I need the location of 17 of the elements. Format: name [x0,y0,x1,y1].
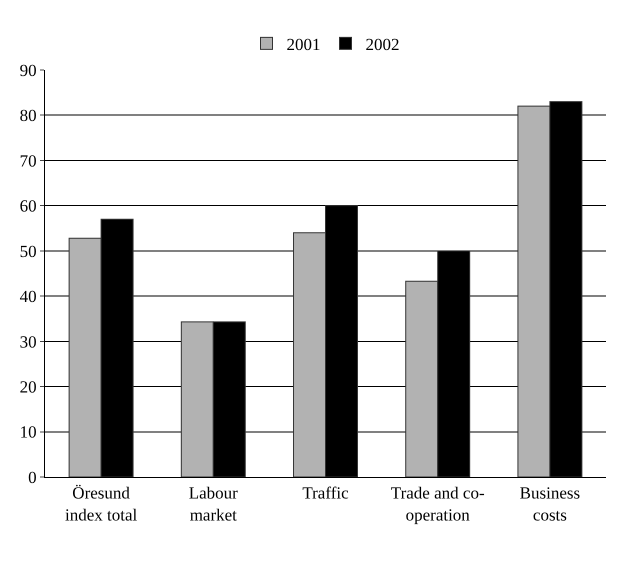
y-tick-label: 80 [20,106,37,126]
y-tick-label: 40 [20,287,37,306]
y-tick-label: 0 [28,468,37,487]
y-tick-label: 70 [20,151,37,170]
legend-label: 2001 [286,35,320,54]
y-tick-label: 20 [20,378,37,397]
x-tick-label: Trade and co- operation [390,483,485,524]
x-tick-label: Öresund index total [64,483,138,524]
y-tick-label: 30 [20,332,37,352]
y-tick-label: 50 [20,242,37,261]
y-tick-label: 60 [20,196,37,216]
legend-label: 2002 [366,35,400,54]
y-tick-label: 90 [20,60,37,80]
y-tick-label: 10 [20,422,37,442]
x-tick-label: Business costs [520,483,580,524]
x-tick-label: Traffic [302,483,350,502]
x-tick-label: Labour market [188,483,238,524]
